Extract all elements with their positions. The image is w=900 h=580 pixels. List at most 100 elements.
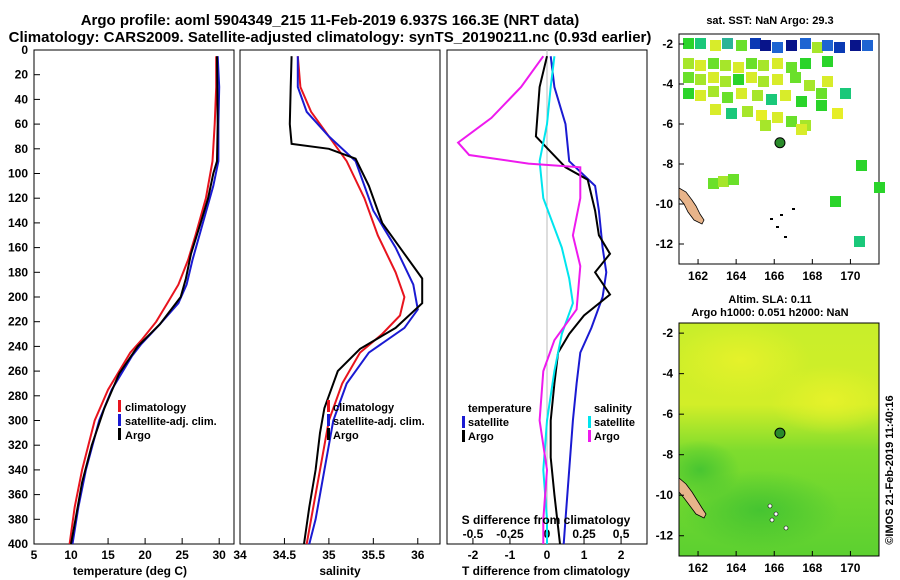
- sla-map-subtitle: Argo h1000: 0.051 h2000: NaN: [691, 307, 848, 319]
- legend-title-salinity: salinity: [594, 403, 633, 415]
- sst-cell: [710, 104, 721, 115]
- temperature-legend: climatology satellite-adj. clim. Argo: [118, 400, 217, 442]
- sla-map-title: Altim. SLA: 0.11: [728, 294, 811, 306]
- lon-tick-label: 168: [802, 269, 822, 283]
- legend-label-s-satellite: satellite: [594, 417, 635, 429]
- sst-map-panel: sat. SST: NaN Argo: 29.3 -2-4-6-8-10-12 …: [656, 15, 885, 283]
- sla-map-frame: [678, 322, 880, 557]
- x-tick-label: 35: [322, 548, 336, 562]
- sst-cell: [856, 160, 867, 171]
- sst-cell: [722, 92, 733, 103]
- sst-cell: [790, 72, 801, 83]
- lat-tick-label: -6: [662, 117, 673, 131]
- sst-cell: [760, 120, 771, 131]
- sst-cell: [772, 74, 783, 85]
- legend-swatch-argo: [118, 428, 121, 440]
- x-tick-label: 34: [233, 548, 247, 562]
- salinity-panel: 34 34.5 35 35.5 36 salinity climatology sate…: [233, 49, 441, 578]
- x-tick-label: 35.5: [362, 548, 386, 562]
- y-tick-label: 380: [8, 512, 28, 526]
- lon-tick-label: 170: [840, 269, 860, 283]
- sst-cell: [718, 176, 729, 187]
- salinity-legend: climatology satellite-adj. clim. Argo: [327, 400, 425, 442]
- island: [769, 517, 775, 523]
- legend-swatch-climatology: [118, 400, 121, 412]
- lon-tick-label: 162: [688, 269, 708, 283]
- sst-cell: [752, 90, 763, 101]
- lon-tick-label: 164: [726, 561, 746, 575]
- temperature-panel: 0 20 40 60 80 100 120 140 160 180 200 220 240 260 280 3…: [8, 43, 235, 578]
- x-tick-label: 10: [64, 548, 78, 562]
- sst-cell: [695, 38, 706, 49]
- y-tick-label: 340: [8, 463, 28, 477]
- y-tick-label: 20: [15, 68, 29, 82]
- sst-cell: [850, 40, 861, 51]
- y-tick-label: 160: [8, 241, 28, 255]
- sst-cell: [800, 58, 811, 69]
- series-line-satellite-adj-clim-: [296, 56, 419, 545]
- lon-tick-label: 166: [764, 269, 784, 283]
- legend-swatch-climatology: [327, 400, 330, 412]
- y-tick-label: 220: [8, 315, 28, 329]
- salinity-lines: [288, 56, 424, 545]
- sst-cell: [804, 80, 815, 91]
- sst-cell: [708, 58, 719, 69]
- sst-cell: [816, 88, 827, 99]
- sst-cell: [746, 58, 757, 69]
- legend-label-satellite-adj: satellite-adj. clim.: [333, 416, 425, 428]
- lon-tick-label: 162: [688, 561, 708, 575]
- lat-tick-label: -4: [662, 77, 673, 91]
- y-tick-label: 200: [8, 290, 28, 304]
- legend-swatch-s-argo: [588, 430, 591, 442]
- x-tick-label: -1: [505, 548, 516, 562]
- legend-title-temperature: temperature: [468, 403, 532, 415]
- x-tick-label: 0: [544, 548, 551, 562]
- series-line-argo: [70, 56, 219, 545]
- y-tick-label: 280: [8, 389, 28, 403]
- lat-tick-label: -10: [656, 488, 674, 502]
- legend-label-argo: Argo: [125, 430, 151, 442]
- sst-map-title: sat. SST: NaN Argo: 29.3: [706, 15, 833, 27]
- sst-cell: [832, 108, 843, 119]
- sst-cell: [720, 60, 731, 71]
- sla-map-panel: Altim. SLA: 0.11 Argo h1000: 0.051 h2000…: [656, 294, 880, 575]
- sst-cell: [822, 40, 833, 51]
- salinity-plot-frame: [239, 49, 441, 545]
- temperature-plot-frame: [33, 49, 235, 545]
- x-tick-label: 20: [138, 548, 152, 562]
- sst-cell: [726, 108, 737, 119]
- x-tick-label-salinity: -0.25: [496, 527, 524, 541]
- series-line-s-argo: [456, 55, 582, 544]
- series-line-t-argo: [534, 55, 612, 545]
- sst-cell: [720, 76, 731, 87]
- sst-land: [678, 187, 795, 238]
- island: [770, 218, 773, 220]
- sst-cell: [830, 196, 841, 207]
- sst-cell: [695, 90, 706, 101]
- lon-tick-label: 166: [764, 561, 784, 575]
- sst-cell: [796, 124, 807, 135]
- x-tick-label: 2: [618, 548, 625, 562]
- sst-cell: [695, 74, 706, 85]
- island: [780, 214, 783, 216]
- temperature-x-label: temperature (deg C): [73, 564, 187, 578]
- depth-axis: 0 20 40 60 80 100 120 140 160 180 200 220 240 260 280 3…: [8, 43, 40, 551]
- sst-cell: [695, 60, 706, 71]
- island: [773, 511, 779, 517]
- temperature-lines: [68, 56, 221, 545]
- sst-cell: [822, 56, 833, 67]
- x-tick-label: 34.5: [273, 548, 297, 562]
- imos-watermark: ©IMOS 21-Feb-2019 11:40:16: [884, 395, 896, 544]
- sst-cell: [733, 74, 744, 85]
- sst-cell: [786, 116, 797, 127]
- argo-position-marker: [774, 137, 786, 149]
- y-tick-label: 400: [8, 537, 28, 551]
- legend-swatch-t-argo: [462, 430, 465, 442]
- sst-cells: [683, 38, 885, 247]
- sst-cell: [708, 86, 719, 97]
- sst-cell: [736, 40, 747, 51]
- sst-cell: [733, 62, 744, 73]
- sst-cell: [683, 72, 694, 83]
- y-tick-label: 300: [8, 414, 28, 428]
- sst-cell: [816, 100, 827, 111]
